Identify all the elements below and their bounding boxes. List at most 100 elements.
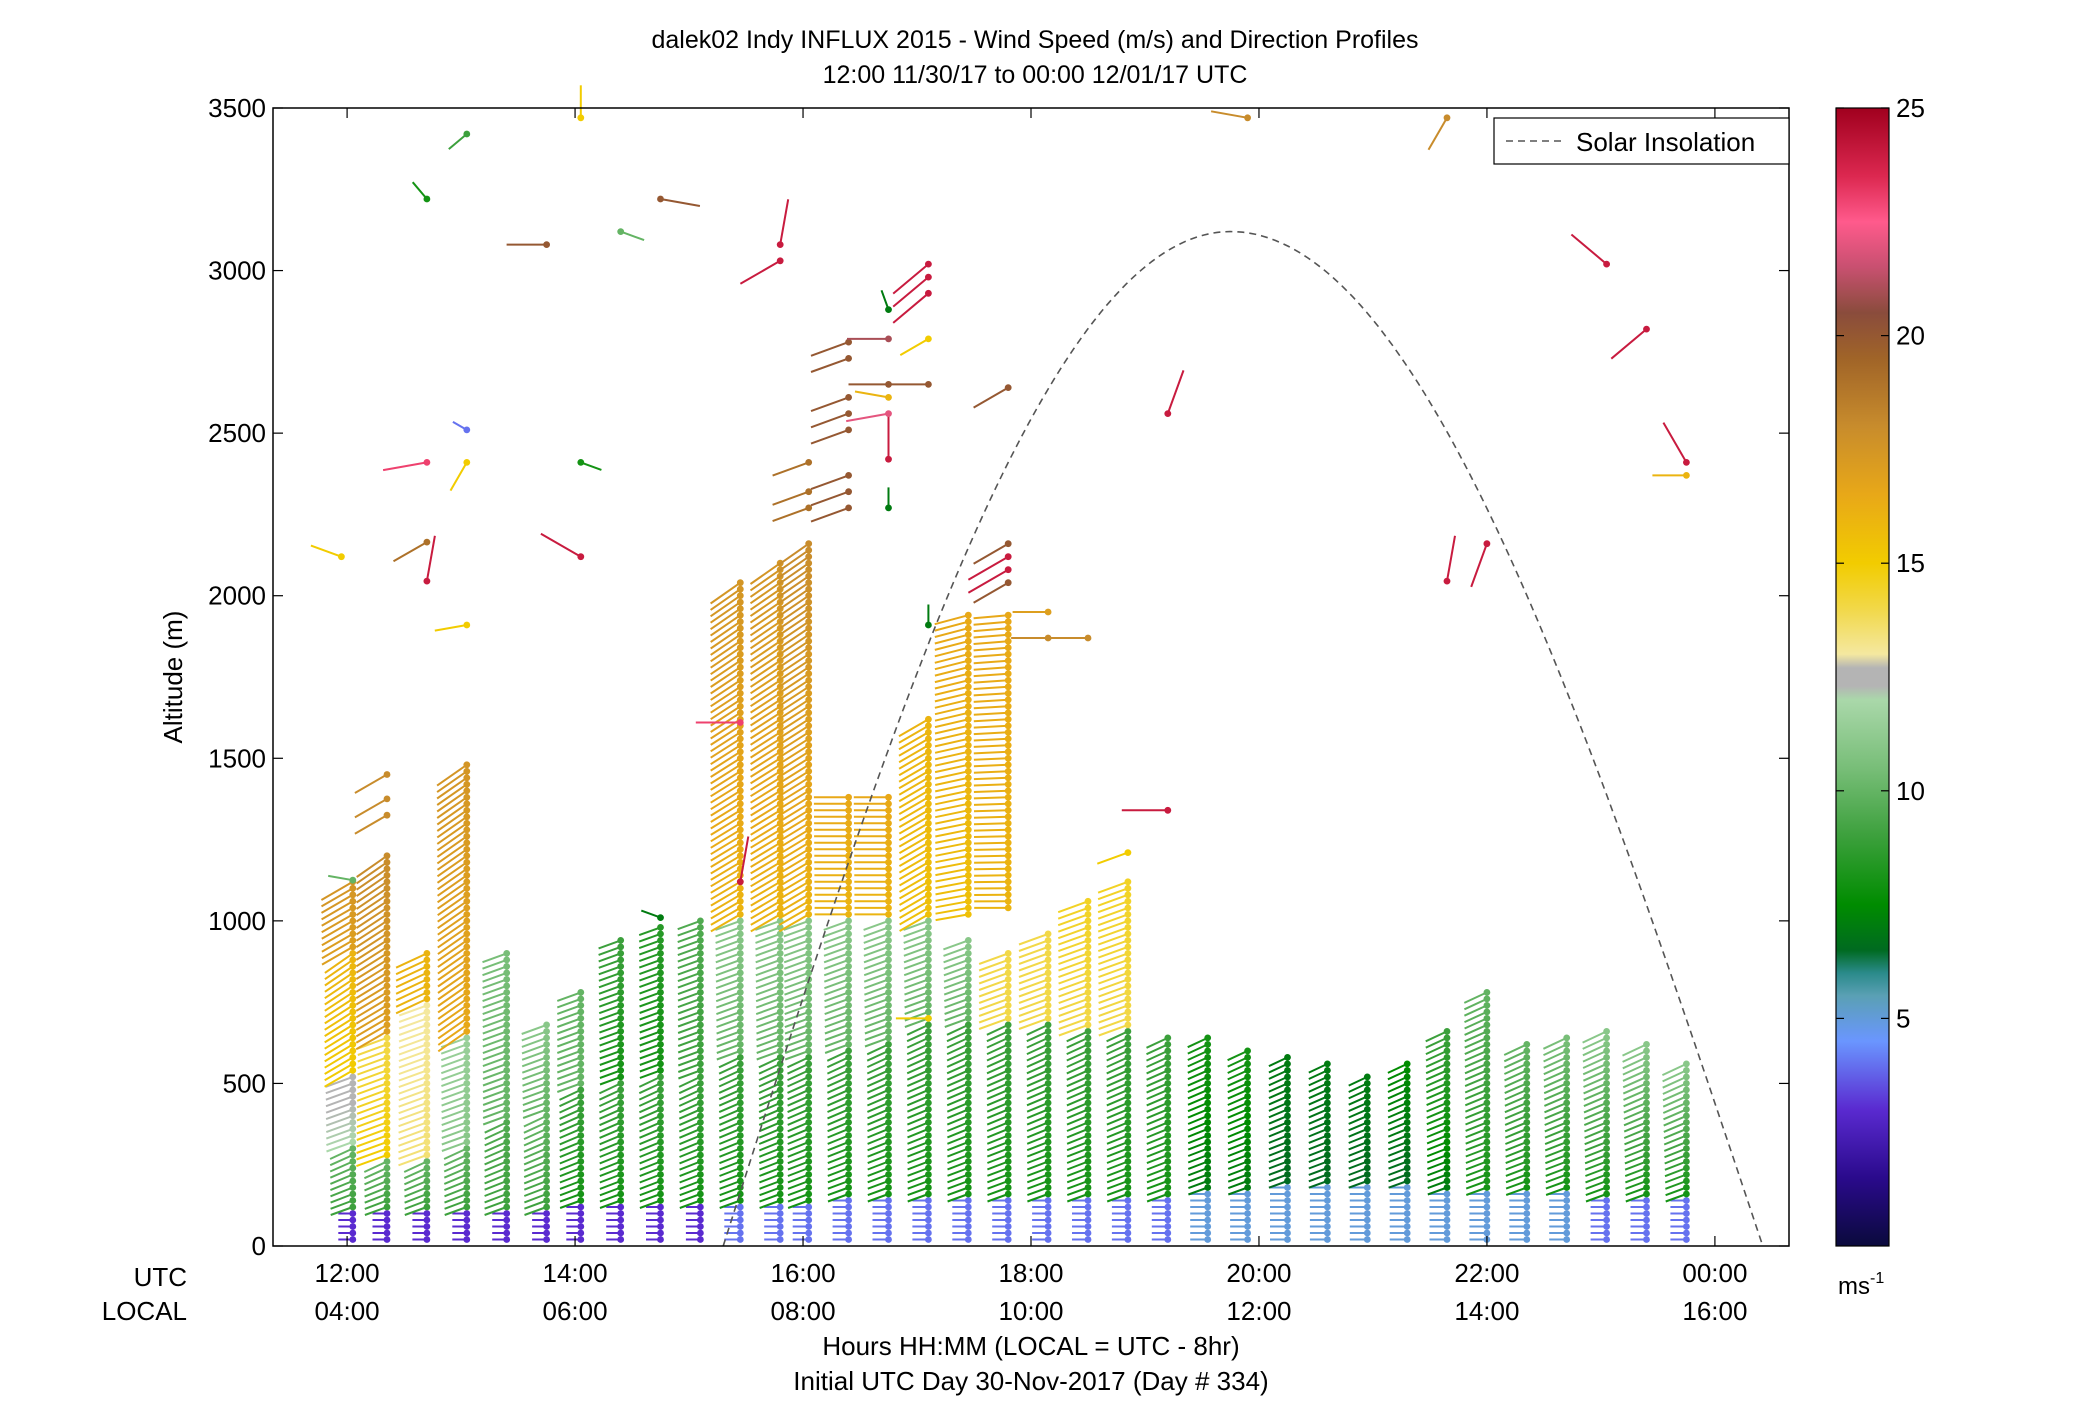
- wind-barb-shaft: [898, 776, 929, 796]
- wind-barb-dot: [805, 878, 813, 886]
- wind-barb-dot: [1084, 1210, 1092, 1217]
- wind-barb-dot: [964, 800, 972, 808]
- wind-barb-shaft: [330, 1186, 354, 1198]
- wind-barb-dot: [805, 722, 813, 730]
- wind-barb-dot: [1643, 1106, 1650, 1113]
- wind-barb-shaft: [947, 1134, 969, 1145]
- wind-barb-shaft: [750, 887, 781, 907]
- wind-barb-dot: [776, 1158, 784, 1165]
- wind-barb-dot: [1004, 631, 1012, 639]
- wind-barb-dot: [1204, 1119, 1212, 1126]
- wind-barb-dot: [1683, 1132, 1690, 1139]
- wind-barb-dot: [845, 976, 852, 983]
- wind-barb-dot: [885, 891, 892, 899]
- wind-barb-shaft: [1106, 1036, 1129, 1049]
- wind-barb-shaft: [777, 607, 810, 631]
- wind-barb-dot: [349, 876, 357, 884]
- wind-barb-shaft: [867, 1141, 889, 1152]
- wind-barb-dot: [1004, 1086, 1012, 1094]
- wind-barb-dot: [697, 1223, 704, 1230]
- wind-barb-dot: [736, 826, 744, 834]
- wind-barb-shaft: [810, 490, 849, 507]
- wind-barb-shaft: [947, 1147, 969, 1158]
- wind-barb-dot: [1204, 1171, 1212, 1178]
- wind-barb-dot: [1004, 1223, 1012, 1230]
- wind-barb-dot: [577, 1041, 585, 1048]
- wind-barb-shaft: [935, 874, 969, 883]
- wind-barb-shaft: [355, 972, 388, 993]
- wind-barb-shaft: [1146, 1043, 1169, 1056]
- wind-barb-dot: [349, 1086, 357, 1094]
- wind-barb-dot: [463, 1145, 471, 1152]
- wind-barb-dot: [925, 1028, 932, 1035]
- wind-barb-shaft: [777, 581, 810, 605]
- wind-barb-dot: [617, 1190, 625, 1198]
- wind-barb-shaft: [973, 685, 1009, 690]
- wind-barb-dot: [736, 709, 744, 717]
- wind-barb-shaft: [1066, 1121, 1089, 1132]
- wind-barb-shaft: [1227, 1114, 1248, 1126]
- wind-barb-shaft: [1504, 1108, 1528, 1120]
- wind-barb-shaft: [324, 972, 354, 993]
- wind-barb-shaft: [484, 1127, 508, 1140]
- wind-barb-dot: [1563, 1229, 1571, 1237]
- wind-barb-dot: [776, 976, 784, 983]
- wind-barb-dot: [349, 930, 357, 938]
- wind-barb-dot: [845, 1236, 852, 1243]
- wind-barb-shaft: [1146, 1101, 1169, 1113]
- wind-barb-shaft: [934, 627, 969, 638]
- x-tick-label-local: 04:00: [315, 1296, 380, 1326]
- wind-barb-shaft: [556, 1004, 582, 1015]
- wind-barb-shaft: [398, 1056, 428, 1069]
- solar-insolation-curve: [722, 230, 1764, 1247]
- wind-barb-shaft: [357, 1036, 388, 1050]
- wind-barb-shaft: [864, 1023, 889, 1035]
- wind-barb-dot: [776, 989, 784, 996]
- wind-barb-dot: [1483, 1190, 1491, 1198]
- wind-barb-dot: [1443, 1190, 1451, 1198]
- wind-barb-shaft: [827, 1193, 849, 1203]
- wind-barb-shaft: [1146, 1134, 1169, 1145]
- wind-barb-dot: [577, 1145, 585, 1152]
- wind-barb-dot: [503, 995, 511, 1003]
- wind-barb-shaft: [827, 1108, 849, 1120]
- wind-barb-shaft: [522, 1101, 547, 1113]
- wind-barb-dot: [925, 963, 932, 970]
- wind-barb-shaft: [1106, 1141, 1129, 1152]
- wind-barb-dot: [1124, 989, 1132, 996]
- wind-barb-dot: [736, 728, 744, 736]
- wind-barb-shaft: [934, 783, 969, 793]
- wind-barb-shaft: [639, 1010, 661, 1021]
- wind-barb-dot: [1044, 1197, 1052, 1204]
- wind-barb-dot: [503, 1145, 511, 1152]
- wind-barb-dot: [925, 924, 932, 931]
- wind-barb-dot: [1284, 1177, 1291, 1185]
- wind-barb-dot: [1084, 1171, 1092, 1178]
- wind-barb-shaft: [777, 549, 810, 573]
- wind-barb-dot: [1084, 1145, 1092, 1152]
- y-tick-label: 2000: [208, 581, 266, 611]
- wind-barb-shaft: [935, 913, 969, 922]
- wind-barb-shaft: [710, 893, 741, 913]
- wind-barb-dot: [925, 1067, 932, 1074]
- wind-barb-dot: [1443, 1216, 1451, 1224]
- wind-barb-shaft: [715, 965, 741, 977]
- wind-barb-dot: [1084, 1054, 1092, 1061]
- wind-barb-dot: [925, 1138, 932, 1146]
- wind-barb-dot: [657, 950, 664, 957]
- x-tick-label-local: 12:00: [1226, 1296, 1291, 1326]
- wind-barb-dot: [1563, 1093, 1571, 1100]
- wind-barb-shaft: [750, 907, 781, 926]
- wind-barb-dot: [1683, 1210, 1690, 1217]
- wind-barb-shaft: [678, 1108, 701, 1120]
- wind-barb-shaft: [755, 997, 781, 1009]
- wind-barb-dot: [1284, 1229, 1291, 1237]
- wind-barb-dot: [1563, 1054, 1571, 1061]
- wind-barb-shaft: [898, 744, 929, 764]
- wind-barb-dot: [617, 1060, 625, 1068]
- wind-barb-dot: [845, 1171, 852, 1178]
- wind-barb-dot: [885, 1210, 892, 1217]
- wind-barb-dot: [657, 1086, 664, 1094]
- wind-barb-shaft: [1066, 1049, 1089, 1062]
- wind-barb-dot: [1244, 1164, 1251, 1172]
